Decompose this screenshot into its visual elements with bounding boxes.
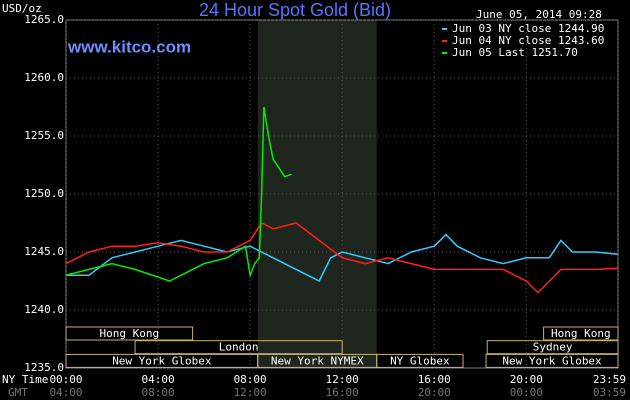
x-tick-label: 04:00 bbox=[142, 373, 175, 386]
x2-axis-label: GMT bbox=[8, 386, 28, 399]
legend-swatch bbox=[442, 40, 447, 42]
session-label: Hong Kong bbox=[99, 327, 159, 340]
legend-label: Jun 03 NY close 1244.90 bbox=[452, 22, 604, 35]
x2-tick-label: 04:00 bbox=[49, 386, 82, 399]
session-label: London bbox=[219, 341, 259, 354]
highlight-band bbox=[257, 20, 377, 368]
y-tick-label: 1260.0 bbox=[24, 71, 64, 84]
series-line bbox=[66, 233, 619, 283]
session-box bbox=[486, 340, 619, 355]
chart-title: 24 Hour Spot Gold (Bid) bbox=[199, 0, 391, 20]
y-tick-label: 1265.0 bbox=[24, 13, 64, 26]
x2-tick-label: 03:59 bbox=[593, 386, 626, 399]
x2-tick-label: 12:00 bbox=[234, 386, 267, 399]
x2-tick-label: 20:00 bbox=[418, 386, 451, 399]
x2-tick-label: 08:00 bbox=[142, 386, 175, 399]
x-tick-label: 16:00 bbox=[418, 373, 451, 386]
x-tick-label: 08:00 bbox=[234, 373, 267, 386]
session-label: New York Globex bbox=[502, 354, 602, 367]
legend-swatch bbox=[442, 52, 447, 54]
legend-swatch bbox=[442, 28, 447, 30]
x-tick-label: 00:00 bbox=[49, 373, 82, 386]
timestamp: June 05, 2014 09:28 bbox=[476, 8, 602, 21]
x2-tick-label: 00:00 bbox=[510, 386, 543, 399]
x2-tick-label: 16:00 bbox=[326, 386, 359, 399]
y-axis-label: USD/oz bbox=[2, 2, 42, 15]
series-line bbox=[65, 222, 619, 294]
x-tick-label: 23:59 bbox=[593, 373, 626, 386]
x-axis-label: NY Time bbox=[2, 373, 48, 386]
session-box bbox=[134, 340, 343, 355]
legend-label: Jun 04 NY close 1243.60 bbox=[452, 34, 604, 47]
session-box bbox=[376, 353, 464, 368]
x-tick-label: 12:00 bbox=[326, 373, 359, 386]
y-tick-label: 1235.0 bbox=[24, 361, 64, 374]
x-tick-label: 20:00 bbox=[510, 373, 543, 386]
watermark: www.kitco.com bbox=[67, 37, 191, 56]
y-tick-label: 1245.0 bbox=[24, 245, 64, 258]
session-label: New York Globex bbox=[112, 354, 212, 367]
session-box bbox=[65, 326, 194, 341]
series-line bbox=[65, 106, 292, 282]
session-label: Hong Kong bbox=[551, 327, 611, 340]
session-label: New York NYMEX bbox=[271, 354, 364, 367]
session-label: NY Globex bbox=[390, 354, 450, 367]
session-box bbox=[543, 326, 619, 341]
y-tick-label: 1250.0 bbox=[24, 187, 64, 200]
y-tick-label: 1255.0 bbox=[24, 129, 64, 142]
session-box bbox=[485, 353, 619, 368]
session-label: Sydney bbox=[533, 341, 573, 354]
y-tick-label: 1240.0 bbox=[24, 303, 64, 316]
legend-label: Jun 05 Last 1251.70 bbox=[452, 46, 578, 59]
